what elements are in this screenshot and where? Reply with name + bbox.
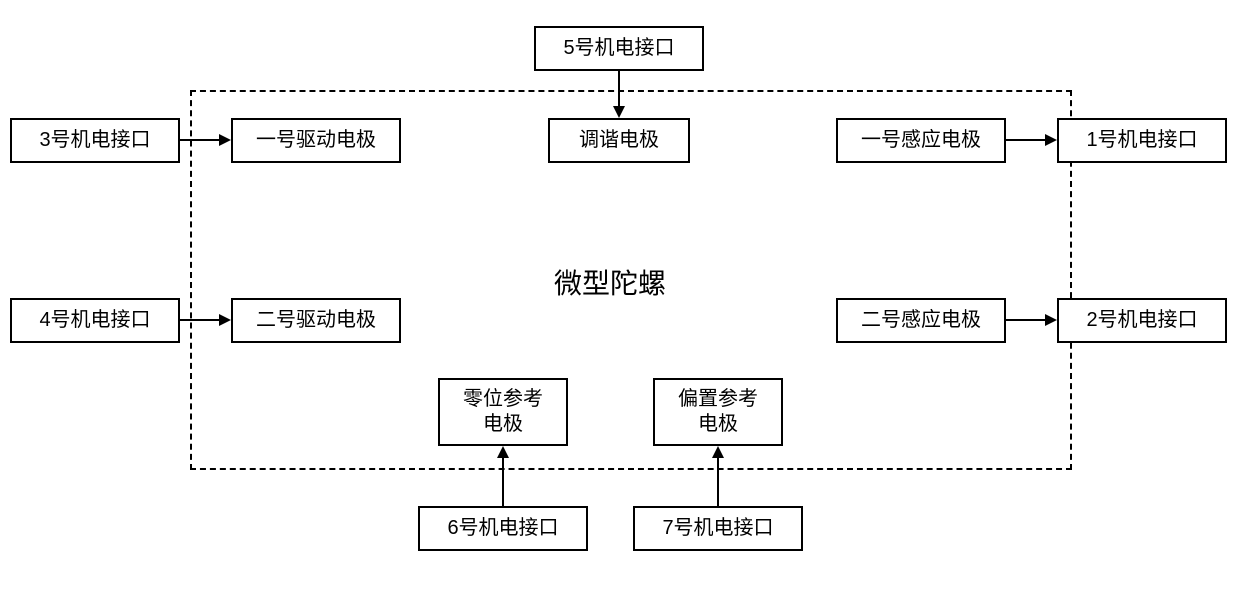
a-if5-tune	[613, 71, 625, 118]
a-if7-bias	[712, 446, 724, 506]
a-if3-drv1	[180, 134, 231, 146]
a-sns2-if2	[1006, 314, 1057, 326]
a-if4-drv2	[180, 314, 231, 326]
arrows-layer	[0, 0, 1239, 615]
a-sns1-if1	[1006, 134, 1057, 146]
a-if6-zero	[497, 446, 509, 506]
